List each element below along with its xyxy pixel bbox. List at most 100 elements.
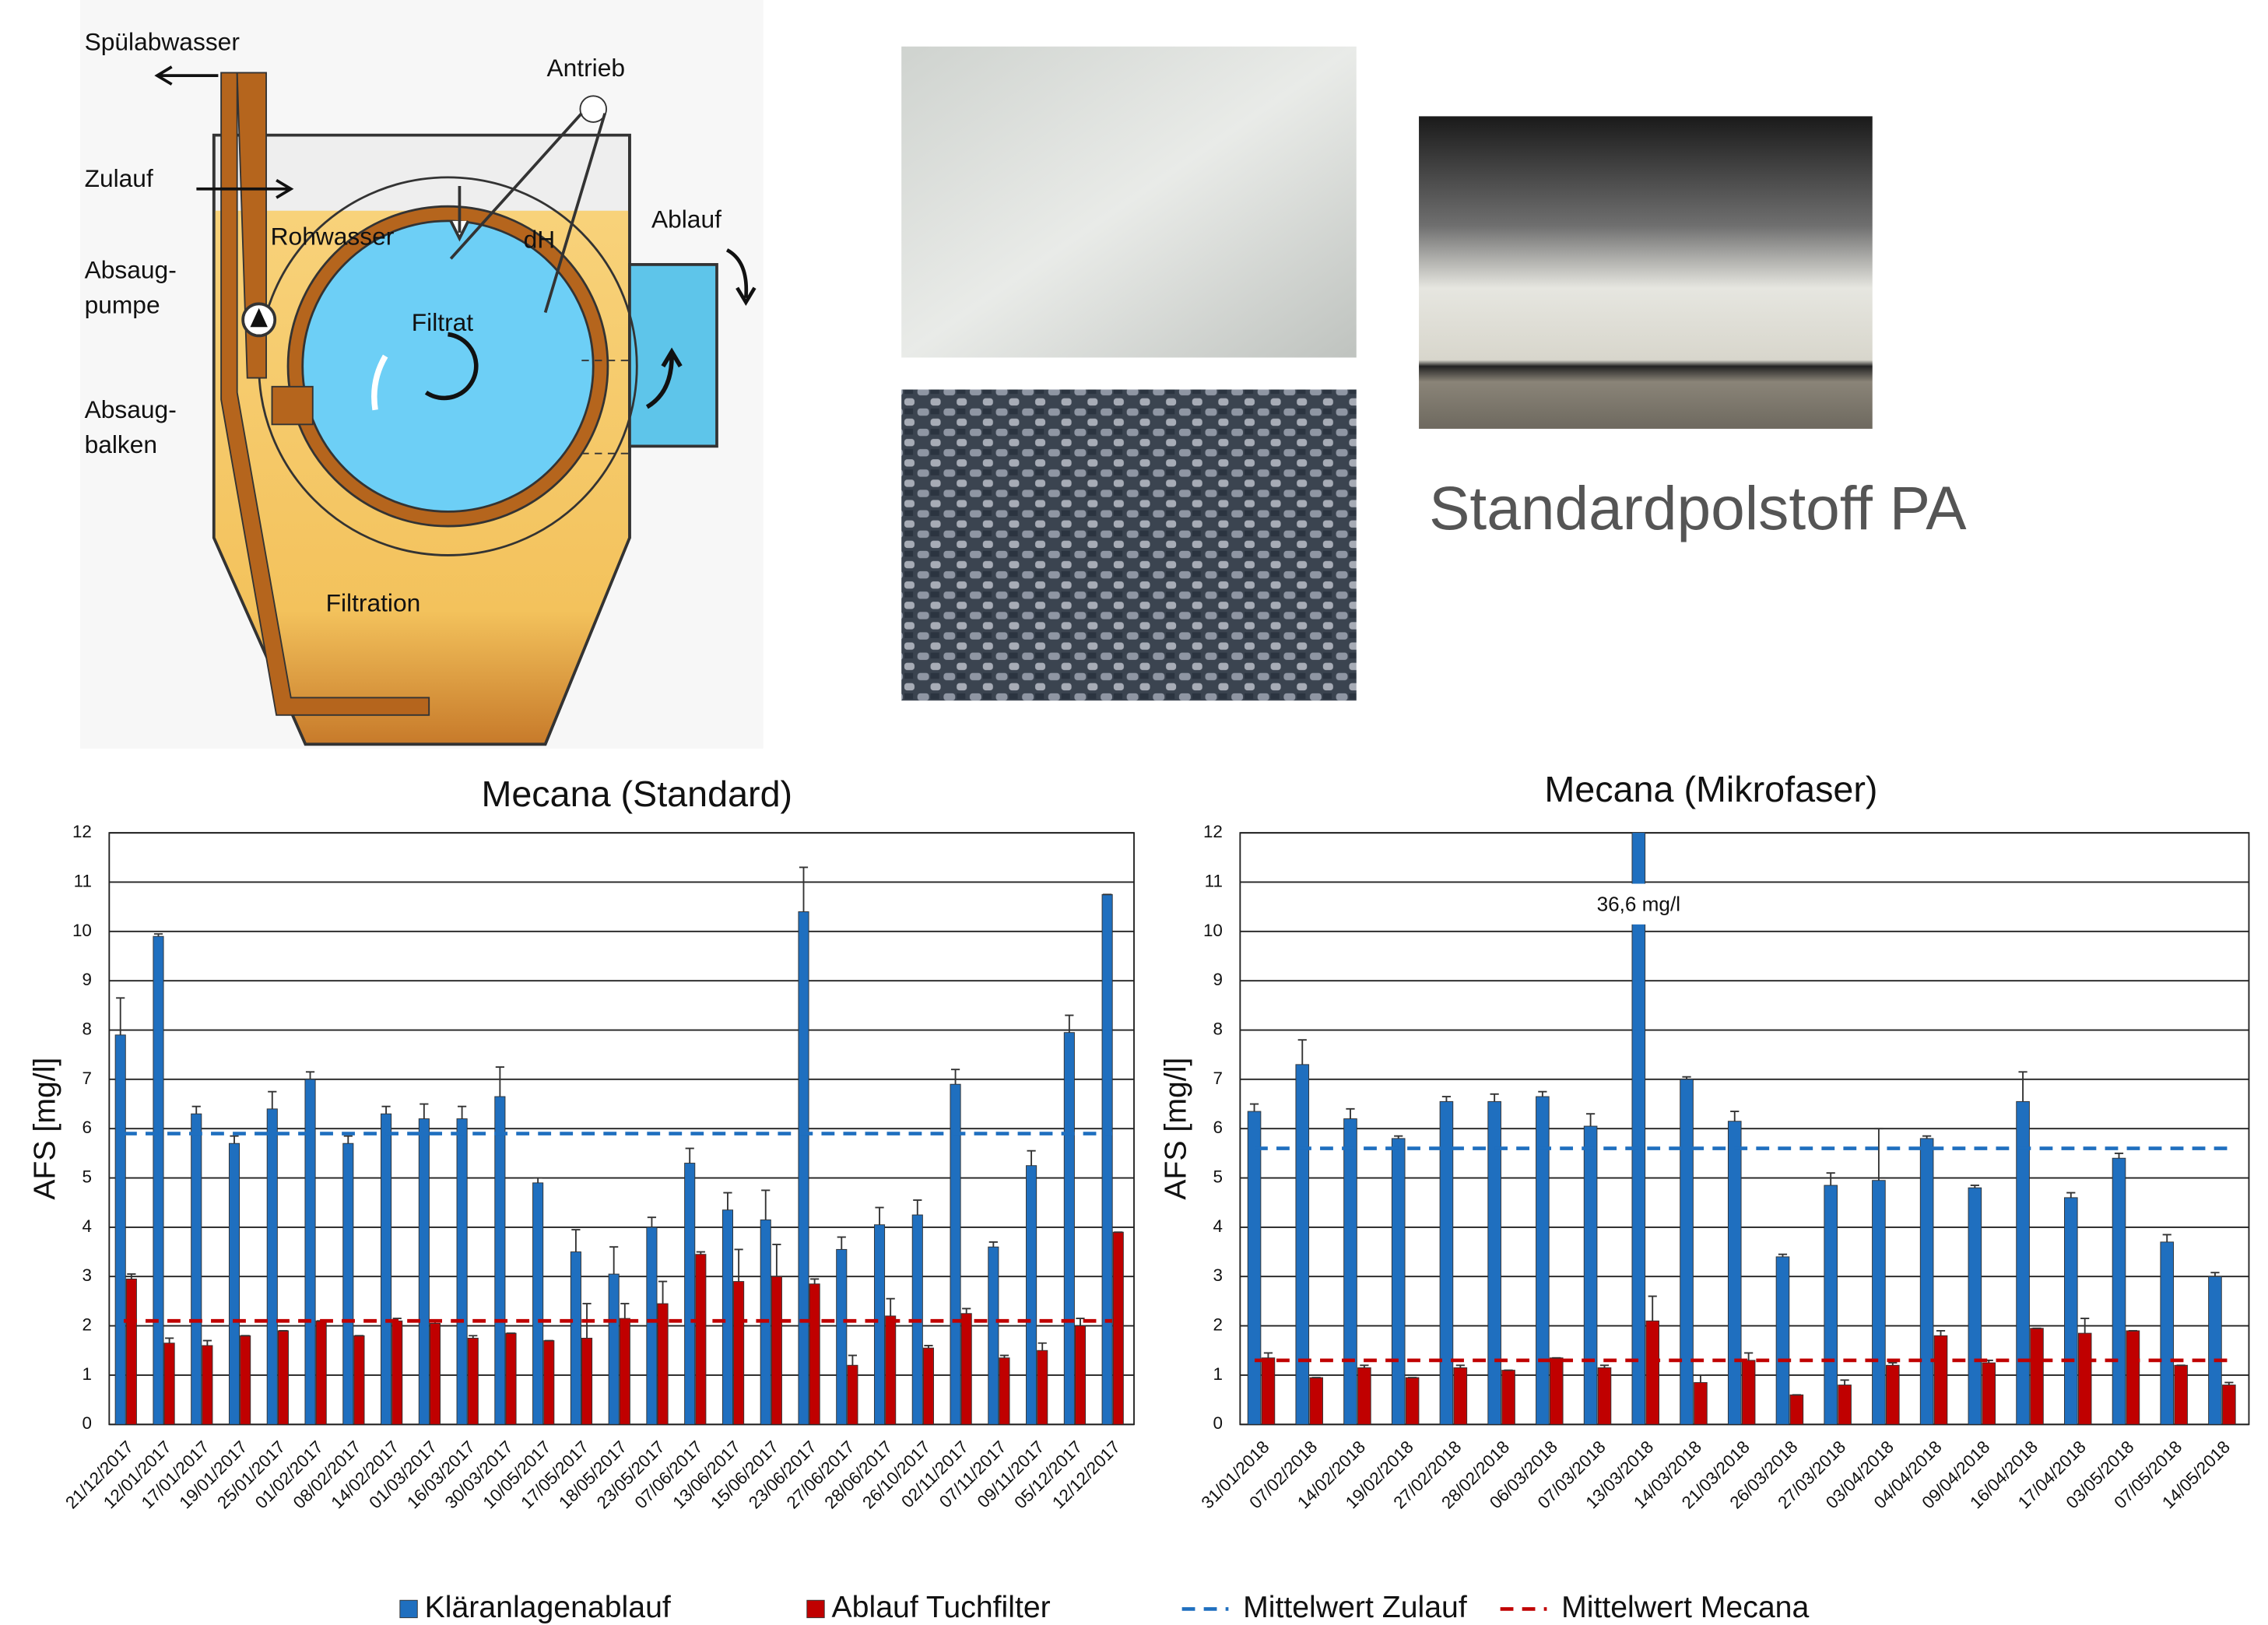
bar [1310, 1378, 1323, 1424]
bar [1728, 1121, 1741, 1425]
y-axis-label: AFS [mg/l] [1158, 1058, 1192, 1200]
bar [430, 1323, 440, 1424]
error-bar [154, 934, 163, 936]
y-tick-label: 6 [1213, 1118, 1222, 1137]
bar [1873, 1181, 1886, 1425]
error-bar [1394, 1136, 1403, 1139]
error-bar [1298, 1040, 1307, 1065]
bar [457, 1119, 467, 1425]
bar [1358, 1367, 1371, 1424]
suction-bar [272, 387, 313, 425]
bar [988, 1247, 999, 1424]
filter-diagram: Spülabwasser Antrieb Zulauf Rohwasser dH… [80, 0, 764, 749]
legend-swatch [400, 1600, 417, 1617]
bar [316, 1321, 326, 1424]
bar [609, 1274, 619, 1424]
error-bar [2224, 1382, 2233, 1385]
error-bar [1827, 1173, 1835, 1185]
bar [722, 1210, 732, 1425]
photo-microfiber [901, 47, 1357, 358]
y-tick-label: 0 [1213, 1413, 1222, 1433]
bars [115, 867, 1123, 1424]
error-bar [620, 1304, 629, 1318]
error-bar [192, 1107, 201, 1114]
bar [2209, 1276, 2222, 1424]
error-bar [658, 1282, 667, 1304]
y-tick-label: 9 [1213, 970, 1222, 989]
bar [126, 1279, 136, 1424]
error-bar [989, 1242, 998, 1247]
legend-label: Mittelwert Zulauf [1243, 1590, 1467, 1624]
legend-label: Mittelwert Mecana [1561, 1590, 1809, 1624]
bar [1502, 1371, 1515, 1425]
y-tick-label: 1 [1213, 1364, 1222, 1384]
error-bar [496, 1067, 504, 1097]
bar [685, 1163, 695, 1425]
error-bar [772, 1244, 781, 1276]
photo-pile [1419, 116, 1873, 429]
legend: KläranlagenablaufAblauf TuchfilterMittel… [400, 1590, 1810, 1624]
y-tick-label: 9 [82, 970, 91, 989]
error-bar [571, 1230, 580, 1252]
bar [1075, 1326, 1085, 1425]
legend-label: Ablauf Tuchfilter [832, 1590, 1051, 1624]
bar [2223, 1385, 2236, 1425]
error-bar [230, 1136, 238, 1144]
y-tick-label: 8 [1213, 1019, 1222, 1038]
error-bar [810, 1279, 819, 1283]
y-tick-label: 11 [74, 871, 92, 890]
bar [1824, 1185, 1838, 1424]
bar [506, 1333, 516, 1424]
error-bar [913, 1200, 922, 1215]
bar [848, 1365, 858, 1424]
error-bar [1922, 1136, 1931, 1139]
bar [305, 1079, 315, 1424]
error-bar [1027, 1151, 1035, 1166]
error-bar [1360, 1365, 1368, 1367]
label: dH [524, 225, 556, 253]
bar [544, 1341, 554, 1425]
error-bar [1936, 1331, 1945, 1335]
y-tick-label: 3 [1213, 1265, 1222, 1285]
label: Spülabwasser [85, 27, 240, 55]
error-bar [1730, 1111, 1739, 1121]
y-tick-label: 7 [1213, 1069, 1222, 1088]
error-bar [268, 1092, 276, 1109]
bar [1550, 1358, 1563, 1425]
photo-woven [901, 390, 1357, 701]
bar [1920, 1139, 1933, 1424]
bar [2031, 1328, 2044, 1425]
bar [1262, 1358, 1275, 1425]
error-bar [1538, 1092, 1547, 1097]
bar [1790, 1395, 1803, 1424]
error-bar [837, 1237, 846, 1250]
error-bar [1971, 1185, 1979, 1188]
bar [1934, 1335, 1947, 1424]
error-bar [381, 1107, 390, 1114]
y-tick-label: 0 [82, 1413, 91, 1433]
error-bar [723, 1193, 732, 1210]
bar [164, 1343, 174, 1425]
y-tick-label: 7 [82, 1069, 91, 1088]
y-tick-label: 8 [82, 1019, 91, 1038]
bar [1838, 1385, 1852, 1425]
error-bar [1490, 1094, 1499, 1102]
bar [1344, 1119, 1357, 1425]
bar [999, 1358, 1009, 1425]
error-bar [648, 1217, 656, 1227]
bar [771, 1276, 781, 1424]
label: Ablauf [651, 205, 721, 233]
label: pumpe [85, 290, 160, 318]
label: Absaug- [85, 395, 177, 423]
error-bar [1600, 1365, 1609, 1367]
bar [240, 1335, 251, 1424]
y-tick-label: 10 [1203, 921, 1223, 940]
y-tick-label: 4 [1213, 1216, 1222, 1236]
error-bar [306, 1072, 314, 1079]
bar [2078, 1333, 2091, 1424]
bar [229, 1143, 239, 1424]
error-bar [1346, 1109, 1354, 1119]
y-tick-label: 2 [1213, 1315, 1222, 1335]
error-bar [1586, 1114, 1595, 1126]
value-label: 36,6 mg/l [1597, 892, 1680, 915]
